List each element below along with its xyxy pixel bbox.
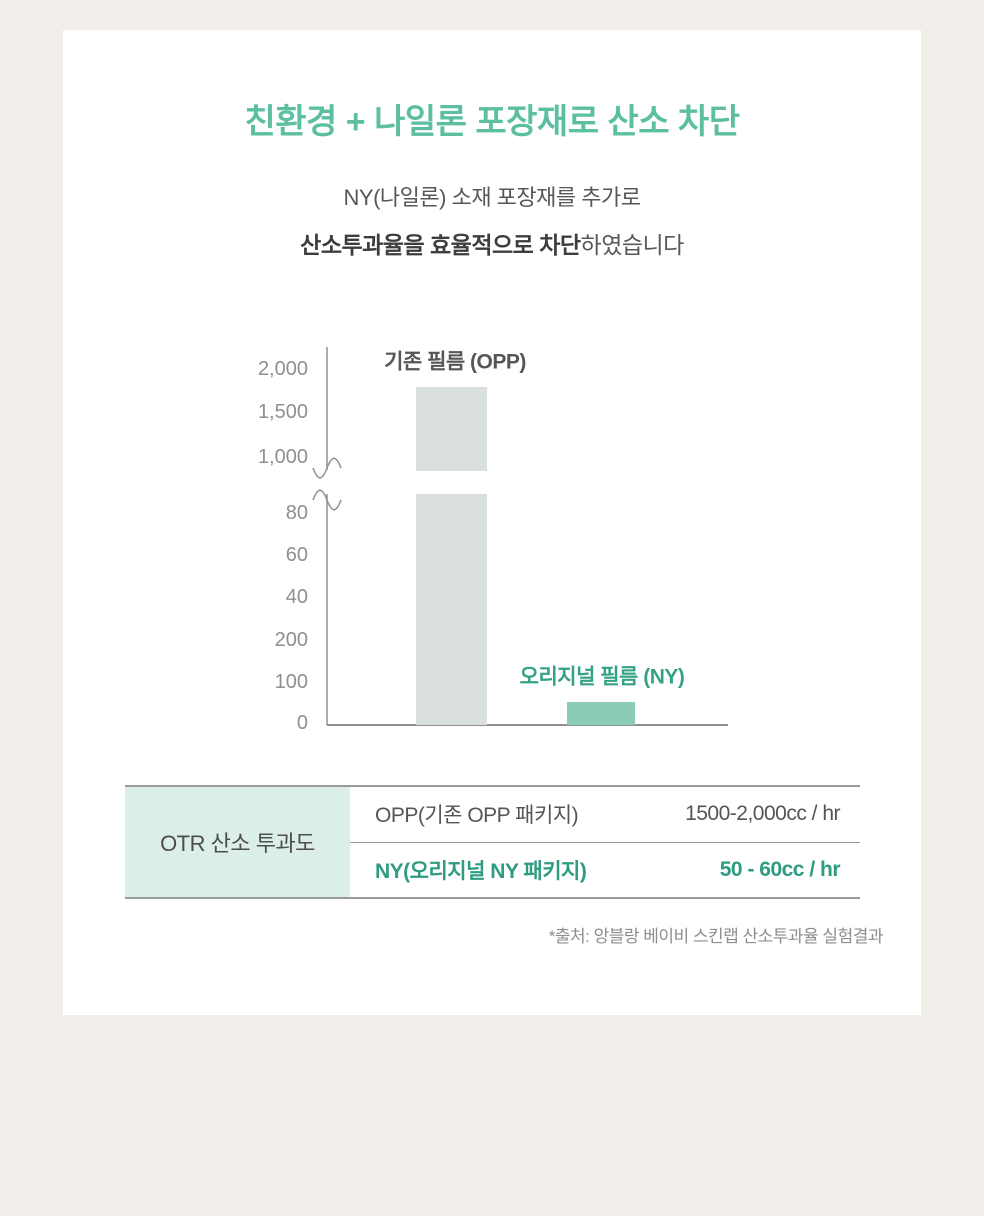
bar-opp-label: 기존 필름 (OPP) xyxy=(384,351,526,374)
y-tick-1500: 1,500 xyxy=(258,401,308,423)
chart-canvas: 2,000 1,500 1,000 80 60 40 200 100 0 기존 … xyxy=(258,347,728,734)
ny-row-value: 50 - 60cc / hr xyxy=(719,857,841,881)
content-card: 친환경 + 나일론 포장재로 산소 차단 NY(나일론) 소재 포장재를 추가로… xyxy=(63,30,921,1015)
y-tick-2000: 2,000 xyxy=(258,358,308,380)
subtitle-line2-regular: 하였습니다 xyxy=(580,232,685,258)
otr-table: OTR 산소 투과도 OPP(기존 OPP 패키지) 1500-2,000cc … xyxy=(125,785,860,899)
y-tick-100: 100 xyxy=(275,671,308,693)
source-footnote: *출처: 앙블랑 베이비 스킨랩 산소투과율 실험결과 xyxy=(548,927,884,946)
ny-row-label: NY(오리지널 NY 패키지) xyxy=(375,859,587,883)
subtitle-line1: NY(나일론) 소재 포장재를 추가로 xyxy=(343,185,641,210)
bar-ny xyxy=(567,702,635,725)
y-tick-1000: 1,000 xyxy=(258,446,308,468)
otr-table-rows: OPP(기존 OPP 패키지) 1500-2,000cc / hr NY(오리지… xyxy=(350,787,860,897)
y-tick-80: 80 xyxy=(286,502,308,524)
subtitle-line2-bold: 산소투과율을 효율적으로 차단 xyxy=(300,232,581,258)
y-tick-60: 60 xyxy=(286,544,308,566)
axis-break-squiggle-bottom xyxy=(312,489,342,511)
page-title: 친환경 + 나일론 포장재로 산소 차단 xyxy=(244,103,740,141)
y-tick-40: 40 xyxy=(286,586,308,608)
axis-break-squiggle-top xyxy=(312,457,342,479)
y-tick-0: 0 xyxy=(297,712,308,734)
bar-ny-label: 오리지널 필름 (NY) xyxy=(520,666,685,689)
y-tick-200: 200 xyxy=(275,629,308,651)
otr-table-header-cell: OTR 산소 투과도 xyxy=(125,787,350,897)
otr-bar-chart: 2,000 1,500 1,000 80 60 40 200 100 0 기존 … xyxy=(63,340,763,760)
table-row-opp: OPP(기존 OPP 패키지) 1500-2,000cc / hr xyxy=(350,787,860,842)
opp-row-label: OPP(기존 OPP 패키지) xyxy=(375,804,579,828)
subtitle-line2: 산소투과율을 효율적으로 차단하였습니다 xyxy=(63,229,921,261)
opp-row-value: 1500-2,000cc / hr xyxy=(685,802,840,826)
table-row-ny: NY(오리지널 NY 패키지) 50 - 60cc / hr xyxy=(350,841,860,898)
bar-opp-upper xyxy=(416,387,487,471)
bar-opp-lower xyxy=(416,494,487,725)
